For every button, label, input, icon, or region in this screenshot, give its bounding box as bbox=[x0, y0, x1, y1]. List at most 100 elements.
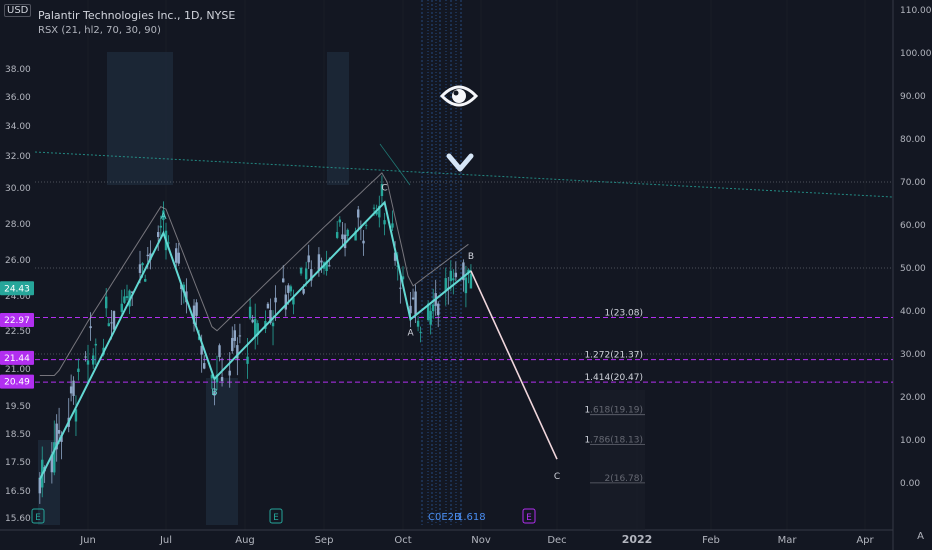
wave-label: A bbox=[407, 328, 414, 338]
zone-shade bbox=[327, 52, 349, 185]
candle-body bbox=[74, 409, 78, 422]
y-tick-label: 32.00 bbox=[5, 152, 31, 162]
candle-body bbox=[380, 184, 384, 197]
rsx-tick-label: 110.00 bbox=[900, 6, 932, 16]
candle-body bbox=[282, 278, 285, 283]
candle-body bbox=[72, 380, 75, 396]
y-tick-label: 34.00 bbox=[5, 122, 31, 132]
candle-body bbox=[346, 229, 349, 236]
candle-body bbox=[362, 240, 365, 244]
fib-box bbox=[590, 390, 645, 530]
cycle-overlap-label: C0E2B bbox=[428, 512, 461, 523]
rsx-tick-label: 50.00 bbox=[900, 264, 926, 274]
y-tick-label: 24.00 bbox=[5, 292, 31, 302]
candle-body bbox=[426, 303, 430, 321]
price-tag-label: 20.49 bbox=[4, 378, 30, 388]
candle-body bbox=[364, 224, 368, 226]
candle-body bbox=[399, 287, 402, 289]
chart-legend: Palantir Technologies Inc., 1D, NYSE RSX… bbox=[38, 8, 235, 38]
candle-body bbox=[431, 304, 435, 312]
fib-level-label: 1(23.08) bbox=[604, 308, 643, 318]
currency-label[interactable]: USD bbox=[4, 4, 32, 17]
eye-icon bbox=[440, 85, 478, 107]
chevron-down-icon bbox=[446, 153, 474, 172]
x-tick-label: Oct bbox=[394, 535, 411, 546]
candle-body bbox=[110, 322, 113, 324]
candle-body bbox=[320, 260, 323, 263]
candle-body bbox=[146, 254, 149, 257]
candle-body bbox=[131, 291, 134, 293]
x-tick-label: Aug bbox=[235, 535, 255, 546]
rsx-tick-label: 20.00 bbox=[900, 393, 926, 403]
candle-body bbox=[120, 303, 123, 312]
auto-scale-button[interactable]: A bbox=[917, 531, 924, 542]
candle-body bbox=[200, 345, 203, 355]
event-badge-letter: E bbox=[35, 513, 41, 523]
price-tag-bg bbox=[0, 281, 34, 296]
candle-body bbox=[177, 252, 180, 264]
candle-body bbox=[449, 270, 453, 282]
rsx-tick-label: 90.00 bbox=[900, 92, 926, 102]
candle-body bbox=[467, 269, 470, 273]
candle-body bbox=[231, 337, 234, 352]
x-tick-label: Mar bbox=[778, 535, 798, 546]
projection-path bbox=[470, 270, 558, 460]
candle-body bbox=[195, 302, 198, 316]
rsx-line bbox=[39, 172, 469, 376]
candle-body bbox=[203, 363, 206, 369]
candle-body bbox=[462, 262, 465, 281]
candle-body bbox=[444, 278, 447, 291]
price-tag-label: 21.44 bbox=[4, 354, 30, 364]
candle-body bbox=[162, 210, 165, 221]
y-tick-label: 17.50 bbox=[5, 458, 31, 468]
zone-shade bbox=[206, 378, 238, 525]
candle-body bbox=[238, 335, 242, 337]
rsx-tick-label: 80.00 bbox=[900, 135, 926, 145]
price-tag-bg bbox=[0, 313, 34, 328]
candle-body bbox=[77, 368, 80, 372]
candle-body bbox=[338, 219, 341, 223]
candle-body bbox=[210, 374, 214, 379]
candle-body bbox=[302, 288, 305, 294]
price-tag-label: 24.43 bbox=[4, 284, 30, 294]
candle-body bbox=[149, 253, 152, 260]
wave-label: B bbox=[468, 252, 474, 262]
candle-body bbox=[354, 231, 357, 241]
zone-shade bbox=[107, 52, 173, 185]
candle-body bbox=[391, 223, 394, 228]
x-tick-label: Apr bbox=[856, 535, 874, 546]
candle-body bbox=[253, 318, 257, 337]
x-tick-label: Jul bbox=[159, 535, 172, 546]
candle-body bbox=[464, 277, 468, 294]
candle-body bbox=[304, 268, 308, 280]
candle-body bbox=[86, 360, 90, 365]
candle-body bbox=[159, 225, 162, 228]
candle-body bbox=[287, 285, 290, 293]
y-tick-label: 30.00 bbox=[5, 184, 31, 194]
candle-body bbox=[220, 377, 224, 382]
y-tick-label: 21.00 bbox=[5, 365, 31, 375]
candle-body bbox=[375, 211, 378, 215]
candle-body bbox=[167, 242, 170, 244]
candle-body bbox=[325, 261, 328, 272]
candle-body bbox=[411, 297, 415, 300]
candle-body bbox=[92, 355, 95, 365]
candle-body bbox=[107, 323, 110, 327]
rsx-tick-label: 70.00 bbox=[900, 178, 926, 188]
indicator-title: RSX (21, hl2, 70, 30, 90) bbox=[38, 25, 161, 36]
wave-label: A bbox=[160, 212, 167, 222]
x-tick-label: 2022 bbox=[622, 533, 653, 546]
candle-body bbox=[383, 220, 386, 225]
candle-body bbox=[452, 278, 455, 281]
candle-body bbox=[251, 319, 254, 323]
candle-body bbox=[335, 232, 339, 238]
candle-body bbox=[317, 254, 321, 271]
candle-body bbox=[174, 248, 178, 263]
candle-body bbox=[284, 294, 287, 310]
candle-body bbox=[429, 310, 432, 325]
candle-body bbox=[55, 423, 58, 450]
candle-body bbox=[236, 345, 239, 359]
rsx-tick-label: 40.00 bbox=[900, 307, 926, 317]
candle-body bbox=[393, 252, 397, 261]
